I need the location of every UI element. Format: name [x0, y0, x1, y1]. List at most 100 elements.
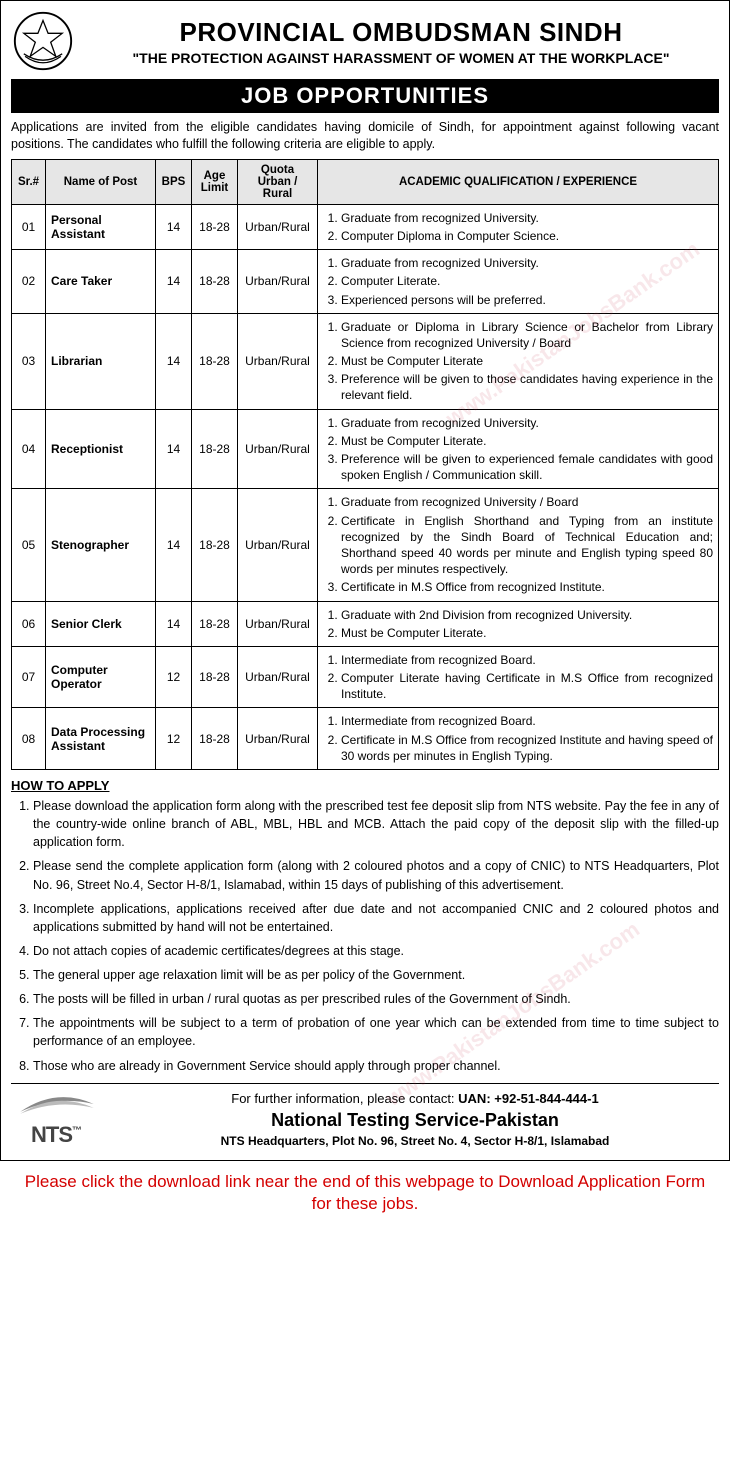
- qualification-item: Graduate from recognized University.: [341, 414, 713, 432]
- table-cell: Librarian: [46, 313, 156, 409]
- table-cell: 18-28: [192, 489, 238, 601]
- table-cell: 08: [12, 708, 46, 770]
- qualification-item: Certificate in English Shorthand and Typ…: [341, 512, 713, 579]
- table-cell: Urban/Rural: [238, 204, 318, 249]
- table-row: 04Receptionist1418-28Urban/RuralGraduate…: [12, 409, 719, 489]
- qualification-item: Intermediate from recognized Board.: [341, 651, 713, 669]
- qualification-item: Computer Literate.: [341, 272, 713, 290]
- howto-item: Those who are already in Government Serv…: [33, 1057, 719, 1075]
- intro-text: Applications are invited from the eligib…: [11, 119, 719, 153]
- qualification-item: Must be Computer Literate.: [341, 624, 713, 642]
- qualification-item: Experienced persons will be preferred.: [341, 291, 713, 309]
- table-cell: 06: [12, 601, 46, 646]
- table-cell: Care Taker: [46, 250, 156, 314]
- table-cell: 14: [156, 204, 192, 249]
- swoosh-icon: [16, 1091, 96, 1117]
- table-cell: 12: [156, 708, 192, 770]
- banner-title: JOB OPPORTUNITIES: [11, 79, 719, 113]
- uan-label: UAN:: [458, 1091, 494, 1106]
- table-cell: Data Processing Assistant: [46, 708, 156, 770]
- qualification-cell: Graduate from recognized University.Comp…: [318, 250, 719, 314]
- table-cell: Personal Assistant: [46, 204, 156, 249]
- table-cell: 14: [156, 313, 192, 409]
- table-cell: 18-28: [192, 708, 238, 770]
- uan-number: +92-51-844-444-1: [494, 1091, 598, 1106]
- table-row: 05Stenographer1418-28Urban/RuralGraduate…: [12, 489, 719, 601]
- nts-mark: NTS™: [11, 1122, 101, 1148]
- qualification-item: Preference will be given to those candid…: [341, 370, 713, 404]
- qualification-cell: Graduate or Diploma in Library Science o…: [318, 313, 719, 409]
- nts-address: NTS Headquarters, Plot No. 96, Street No…: [111, 1133, 719, 1150]
- table-cell: 07: [12, 646, 46, 708]
- qualification-item: Certificate in M.S Office from recognize…: [341, 578, 713, 596]
- header: PROVINCIAL OMBUDSMAN SINDH "THE PROTECTI…: [11, 9, 719, 73]
- th-quota: Quota Urban / Rural: [238, 159, 318, 204]
- contact-line: For further information, please contact:…: [111, 1090, 719, 1108]
- table-row: 06Senior Clerk1418-28Urban/RuralGraduate…: [12, 601, 719, 646]
- table-row: 01Personal Assistant1418-28Urban/Rural Gr…: [12, 204, 719, 249]
- table-cell: 14: [156, 489, 192, 601]
- qualification-item: Must be Computer Literate.: [341, 432, 713, 450]
- table-cell: Urban/Rural: [238, 646, 318, 708]
- table-cell: Stenographer: [46, 489, 156, 601]
- table-cell: Computer Operator: [46, 646, 156, 708]
- table-cell: 12: [156, 646, 192, 708]
- howto-list: Please download the application form alo…: [11, 797, 719, 1075]
- howto-item: The general upper age relaxation limit w…: [33, 966, 719, 984]
- table-cell: 14: [156, 250, 192, 314]
- footer-text: For further information, please contact:…: [111, 1090, 719, 1150]
- jobs-tbody: 01Personal Assistant1418-28Urban/RuralGr…: [12, 204, 719, 769]
- th-name: Name of Post: [46, 159, 156, 204]
- table-cell: 18-28: [192, 646, 238, 708]
- table-row: 03Librarian1418-28Urban/Rural Graduate or…: [12, 313, 719, 409]
- nts-logo: NTS™: [11, 1091, 101, 1148]
- qualification-item: Graduate with 2nd Division from recogniz…: [341, 606, 713, 624]
- org-subtitle: "THE PROTECTION AGAINST HARASSMENT OF WO…: [83, 50, 719, 66]
- table-cell: 14: [156, 601, 192, 646]
- table-cell: Urban/Rural: [238, 708, 318, 770]
- table-cell: 18-28: [192, 250, 238, 314]
- table-header-row: Sr.# Name of Post BPS Age Limit Quota Ur…: [12, 159, 719, 204]
- table-row: 07Computer Operator1218-28Urban/RuralInt…: [12, 646, 719, 708]
- howto-item: The appointments will be subject to a te…: [33, 1014, 719, 1050]
- howto-item: Please download the application form alo…: [33, 797, 719, 851]
- table-cell: 18-28: [192, 409, 238, 489]
- qualification-item: Preference will be given to experienced …: [341, 450, 713, 484]
- footer: NTS™ For further information, please con…: [11, 1083, 719, 1150]
- howto-item: Incomplete applications, applications re…: [33, 900, 719, 936]
- th-bps: BPS: [156, 159, 192, 204]
- table-cell: Urban/Rural: [238, 313, 318, 409]
- table-row: 02Care Taker1418-28Urban/RuralGraduate f…: [12, 250, 719, 314]
- jobs-table: Sr.# Name of Post BPS Age Limit Quota Ur…: [11, 159, 719, 770]
- nts-mark-text: NTS: [31, 1122, 72, 1147]
- qualification-item: Graduate from recognized University.: [341, 254, 713, 272]
- table-cell: 01: [12, 204, 46, 249]
- howto-item: Please send the complete application for…: [33, 857, 719, 893]
- qualification-item: Graduate or Diploma in Library Science o…: [341, 318, 713, 352]
- download-note: Please click the download link near the …: [0, 1161, 730, 1225]
- table-cell: Urban/Rural: [238, 601, 318, 646]
- table-cell: 18-28: [192, 313, 238, 409]
- qualification-cell: Graduate from recognized University / Bo…: [318, 489, 719, 601]
- table-cell: 04: [12, 409, 46, 489]
- org-title: PROVINCIAL OMBUDSMAN SINDH: [83, 17, 719, 48]
- table-row: 08Data Processing Assistant1218-28Urban/…: [12, 708, 719, 770]
- qualification-item: Computer Diploma in Computer Science.: [341, 227, 713, 245]
- table-cell: Urban/Rural: [238, 409, 318, 489]
- th-age: Age Limit: [192, 159, 238, 204]
- table-cell: Senior Clerk: [46, 601, 156, 646]
- qualification-item: Certificate in M.S Office from recognize…: [341, 731, 713, 765]
- qualification-cell: Graduate from recognized University.Must…: [318, 409, 719, 489]
- advertisement-page: www.PakistanJobsBank.com www.PakistanJob…: [0, 0, 730, 1161]
- table-cell: Receptionist: [46, 409, 156, 489]
- qualification-cell: Intermediate from recognized Board.Compu…: [318, 646, 719, 708]
- qualification-item: Computer Literate having Certificate in …: [341, 669, 713, 703]
- table-cell: 05: [12, 489, 46, 601]
- header-text: PROVINCIAL OMBUDSMAN SINDH "THE PROTECTI…: [83, 17, 719, 66]
- table-cell: 18-28: [192, 204, 238, 249]
- qualification-item: Graduate from recognized University.: [341, 209, 713, 227]
- table-cell: 03: [12, 313, 46, 409]
- table-cell: 02: [12, 250, 46, 314]
- contact-label: For further information, please contact:: [231, 1091, 458, 1106]
- emblem-icon: [11, 9, 75, 73]
